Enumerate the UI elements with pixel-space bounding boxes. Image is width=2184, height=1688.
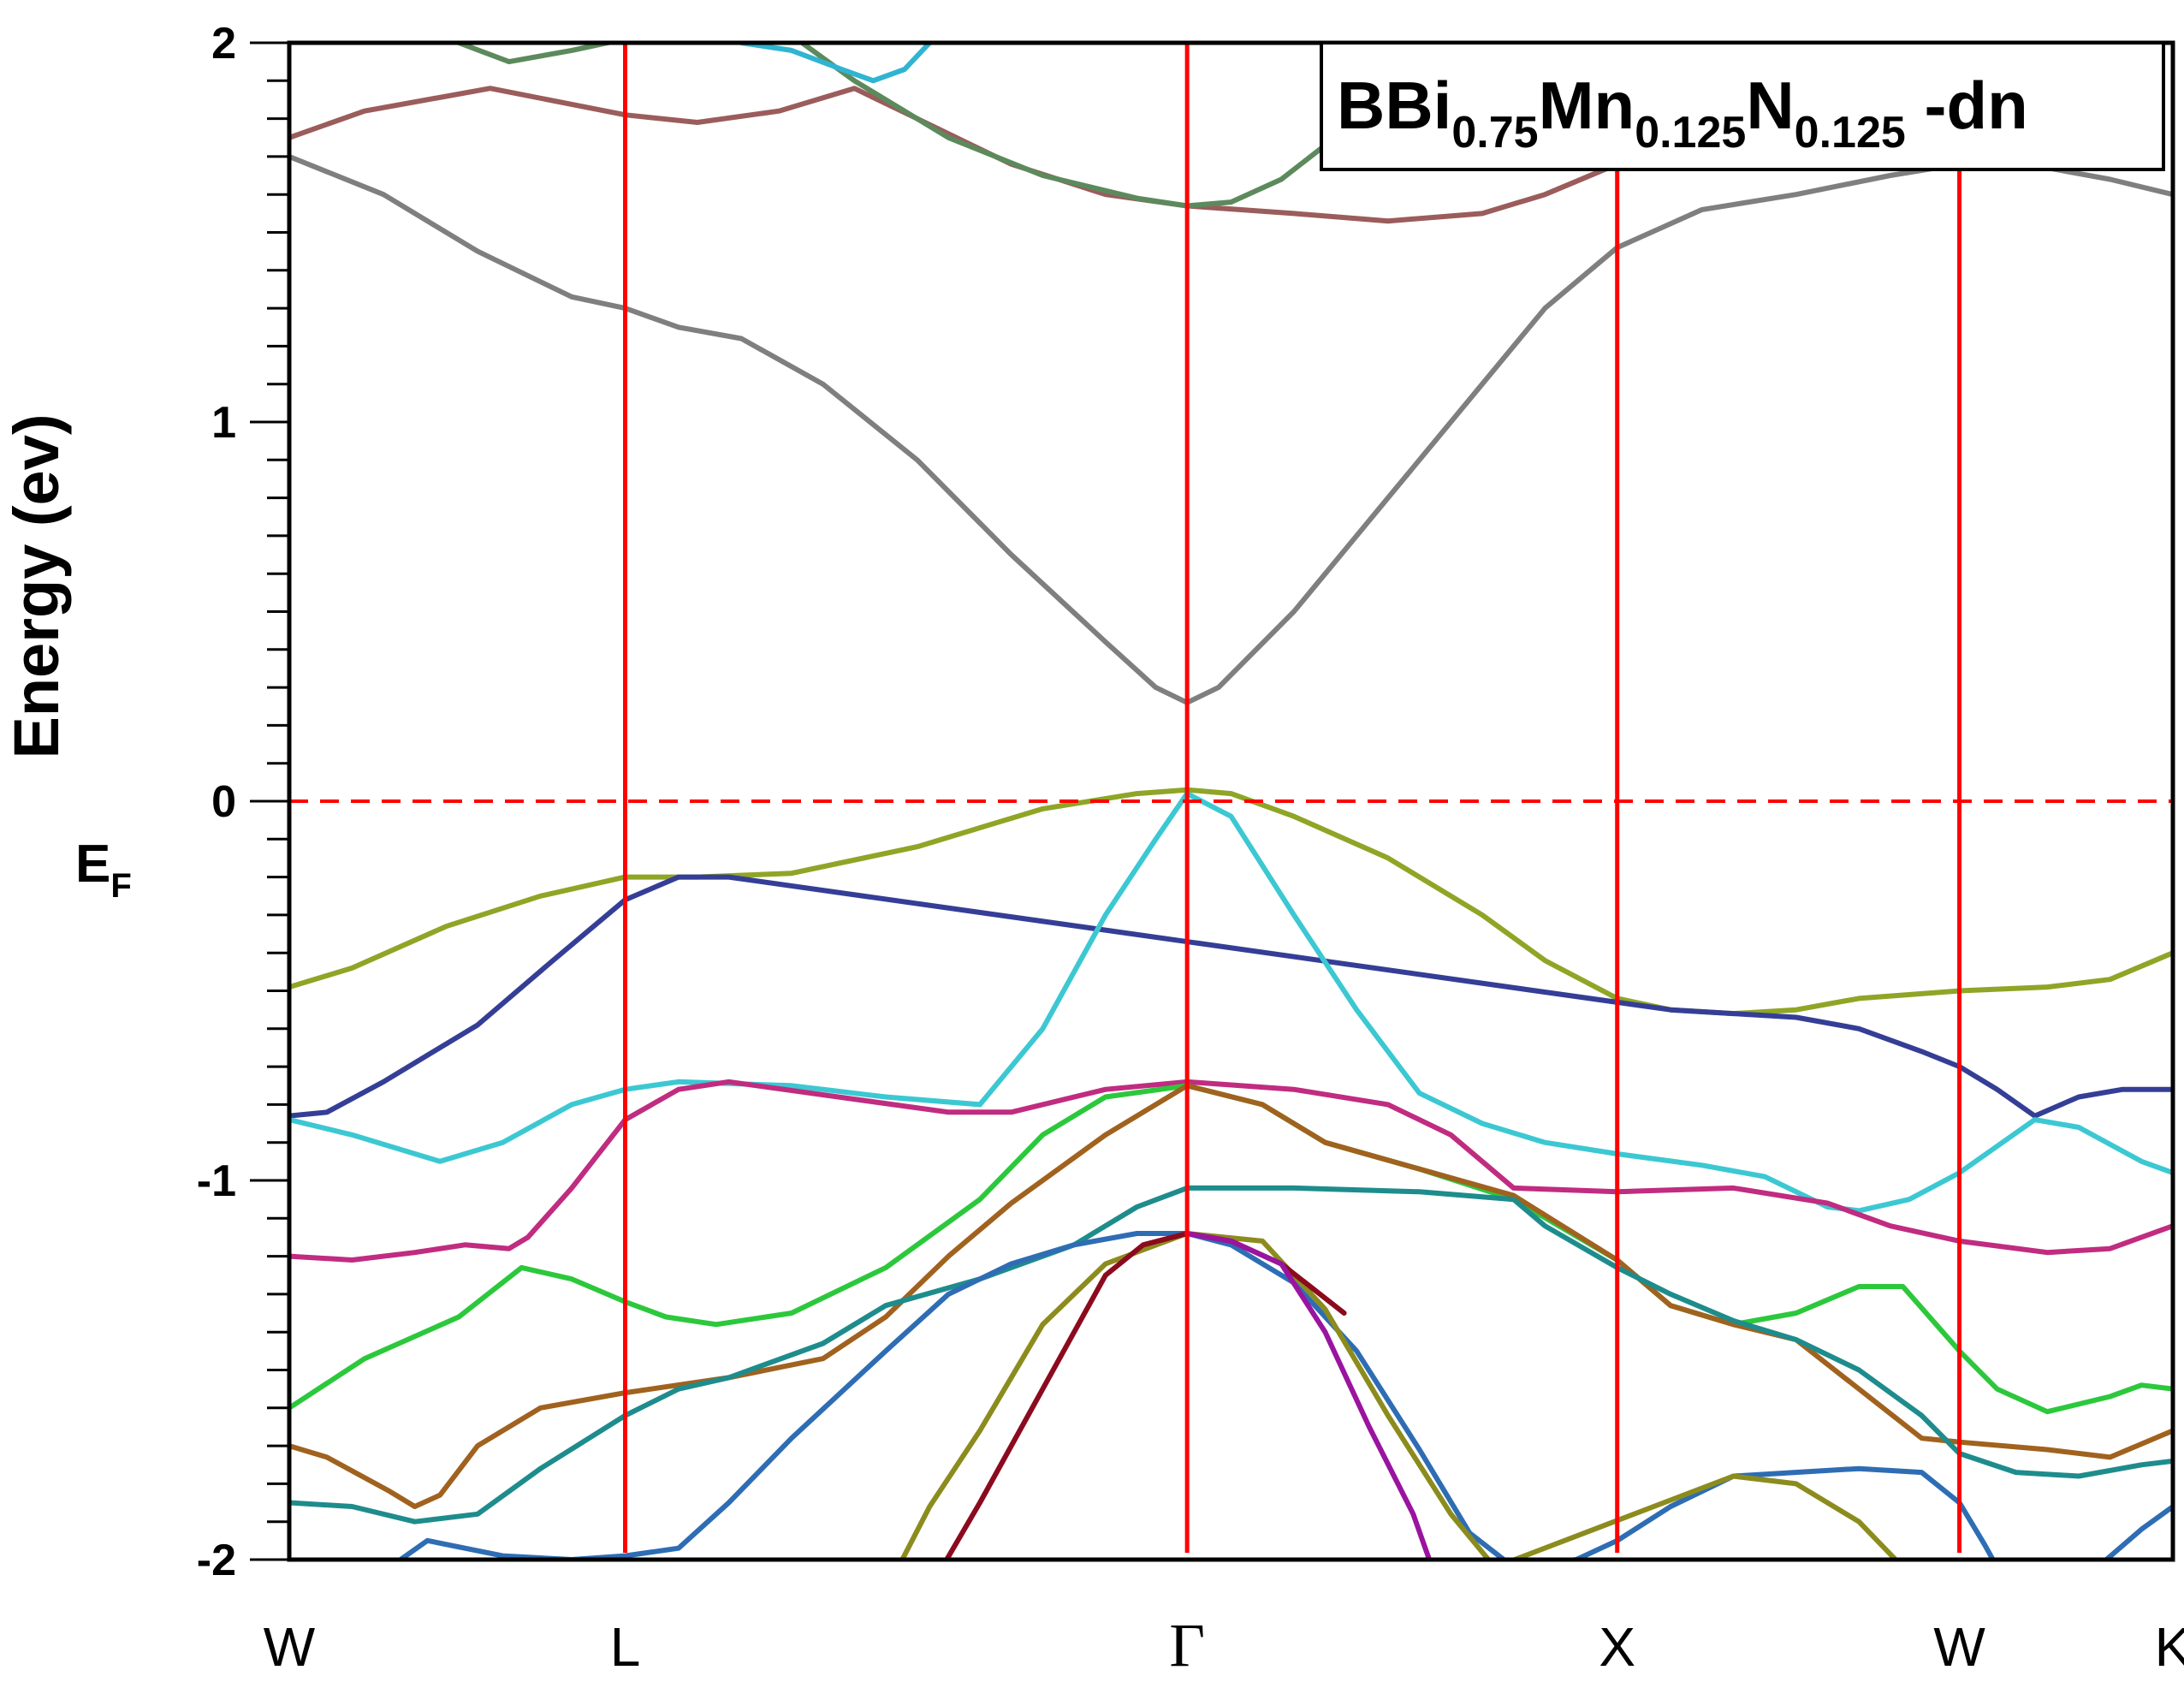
band-9 bbox=[289, 1083, 2173, 1415]
title-suffix: -dn bbox=[1906, 68, 2028, 143]
chart-title: BBi0.75Mn0.125N0.125 -dn bbox=[1337, 68, 2028, 158]
band-11 bbox=[289, 1185, 2173, 1525]
band-8 bbox=[289, 1079, 2173, 1263]
band-4 bbox=[739, 43, 933, 84]
y-axis-label: Energy (ev) bbox=[1, 413, 72, 758]
title-box-frame bbox=[1320, 41, 2165, 171]
y-tick-label: -1 bbox=[197, 1156, 236, 1206]
kpoint-label-3: Γ bbox=[1169, 1611, 1205, 1679]
fermi-label-sub: F bbox=[110, 867, 131, 905]
kpoint-label-1: W bbox=[264, 1616, 316, 1678]
kpoint-lines bbox=[623, 43, 1962, 1553]
band-6 bbox=[289, 874, 2173, 1119]
title-sub-mn: 0.125 bbox=[1635, 108, 1746, 158]
kpoint-label-2: L bbox=[610, 1616, 641, 1678]
band-5 bbox=[289, 787, 2173, 1017]
band-14 bbox=[943, 1231, 1347, 1560]
y-tick-label: 0 bbox=[211, 777, 236, 827]
y-tick-label: 1 bbox=[211, 398, 236, 448]
kpoint-label-4: X bbox=[1599, 1616, 1635, 1678]
kpoint-label-6: K bbox=[2155, 1616, 2184, 1678]
title-part-mn: Mn bbox=[1539, 68, 1635, 143]
fermi-label-main: E bbox=[75, 835, 110, 894]
y-tick-label: -2 bbox=[197, 1536, 236, 1585]
title-part-bbi: BBi bbox=[1337, 68, 1451, 143]
chart-title-box: BBi0.75Mn0.125N0.125 -dn bbox=[1320, 41, 2165, 171]
band-lines bbox=[289, 43, 2173, 1560]
band-13 bbox=[899, 1231, 1900, 1560]
y-axis-ticks bbox=[250, 41, 289, 1561]
band-1 bbox=[289, 153, 2173, 705]
band-7 bbox=[289, 791, 2173, 1214]
title-part-n: N bbox=[1746, 68, 1794, 143]
band-3 bbox=[456, 43, 1372, 209]
y-tick-label: 2 bbox=[211, 19, 236, 68]
band-12 bbox=[395, 1231, 2173, 1560]
y-axis-tick-labels: 2 1 0 -1 -2 bbox=[197, 19, 236, 1585]
fermi-label: EF bbox=[75, 835, 132, 905]
band-10 bbox=[289, 1083, 2173, 1509]
title-sub-n: 0.125 bbox=[1795, 108, 1906, 158]
band-15 bbox=[1184, 1231, 1433, 1560]
kpoint-label-5: W bbox=[1933, 1616, 1985, 1678]
title-sub-bi: 0.75 bbox=[1451, 108, 1538, 158]
